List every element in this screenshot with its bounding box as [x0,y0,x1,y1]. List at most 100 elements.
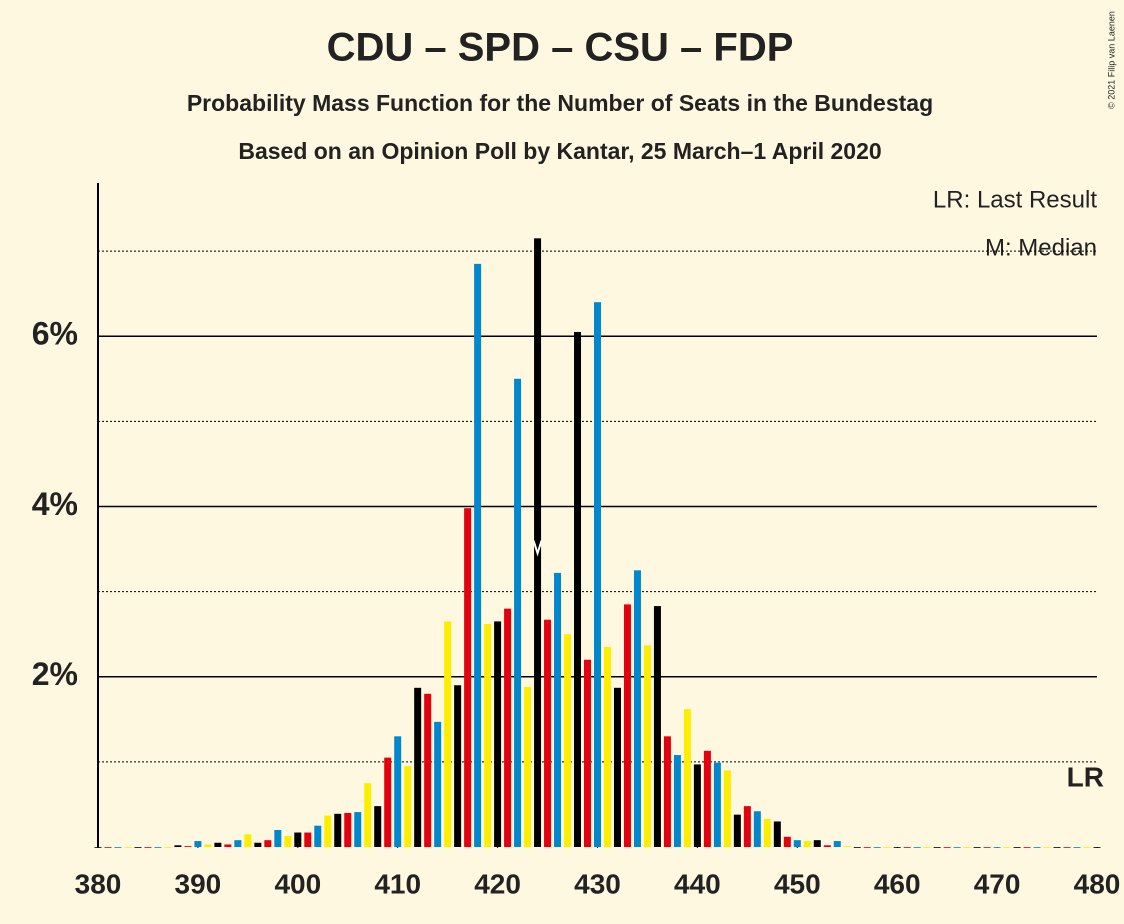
bar [364,783,372,847]
bar [773,821,781,847]
bar [424,693,432,847]
bar [334,813,342,847]
bar [1023,847,1031,848]
y-tick-label: 6% [32,316,78,352]
chart-subtitle: Probability Mass Function for the Number… [187,90,933,116]
bar [823,845,831,847]
bar [903,847,911,848]
last-result-label: LR [1067,761,1104,792]
x-tick-label: 400 [274,868,321,899]
x-tick-label: 380 [75,868,122,899]
bar [833,841,841,847]
bar [214,842,222,847]
bar [1083,847,1091,848]
bar [94,847,102,848]
bar [963,847,971,848]
bar [733,814,741,847]
bar [244,834,252,847]
median-marker [532,540,543,557]
bar [114,847,122,848]
bar [953,847,961,848]
legend-entry: LR: Last Result [933,186,1097,213]
bar [743,806,751,847]
bar [354,812,362,847]
bar [813,840,821,847]
bar [234,840,242,847]
bar [474,263,482,847]
bar [314,825,322,847]
x-tick-label: 420 [474,868,521,899]
bar [434,721,442,847]
y-tick-label: 4% [32,486,78,522]
bar [534,238,542,848]
bar [154,847,162,848]
bar [753,811,761,847]
copyright: © 2021 Filip van Laenen [1106,11,1116,109]
bar [683,709,691,847]
x-tick-label: 450 [774,868,821,899]
bar [1073,847,1081,848]
bar [1043,847,1051,848]
bar [254,842,262,847]
bar [494,621,502,847]
x-tick-label: 470 [974,868,1021,899]
bar [1033,847,1041,848]
bar [703,750,711,847]
bar [943,847,951,848]
bar [913,847,921,848]
bar [164,847,172,848]
bar [274,829,282,847]
bar [564,634,572,847]
bar [653,606,661,847]
bar [883,847,891,848]
bar [1003,847,1011,848]
legend-entry: M: Median [985,234,1097,261]
bar [124,847,132,848]
x-tick-label: 460 [874,868,921,899]
bar [444,621,452,847]
bar [524,686,532,847]
bar [863,847,871,848]
bar [144,847,152,848]
bar [344,812,352,847]
bar [574,331,582,847]
bar [613,687,621,847]
bar [194,841,202,847]
bar [793,840,801,847]
bar [803,841,811,847]
bar [414,687,422,847]
bar [663,736,671,847]
bar [633,570,641,847]
bar [554,572,562,847]
bar [584,659,592,847]
bar [923,847,931,848]
bar [174,845,182,847]
bar [204,844,212,847]
bar [184,846,192,847]
bar [264,840,272,847]
bar [324,815,332,847]
x-tick-label: 480 [1074,868,1121,899]
x-tick-label: 430 [574,868,621,899]
bar [843,846,851,847]
bar [983,847,991,848]
bar [454,685,462,847]
bar [104,847,112,848]
bar [673,755,681,847]
bar [973,847,981,848]
chart-title: CDU – SPD – CSU – FDP [327,26,794,70]
bar [544,619,552,847]
bar [284,835,292,847]
bar [484,623,492,847]
bar [893,847,901,848]
bar [1013,847,1021,848]
bar [1093,847,1101,848]
bar [404,766,412,847]
bar [783,836,791,847]
bar [713,762,721,847]
bar [853,847,861,848]
bar [643,645,651,847]
bar [304,832,312,847]
x-tick-label: 410 [374,868,421,899]
